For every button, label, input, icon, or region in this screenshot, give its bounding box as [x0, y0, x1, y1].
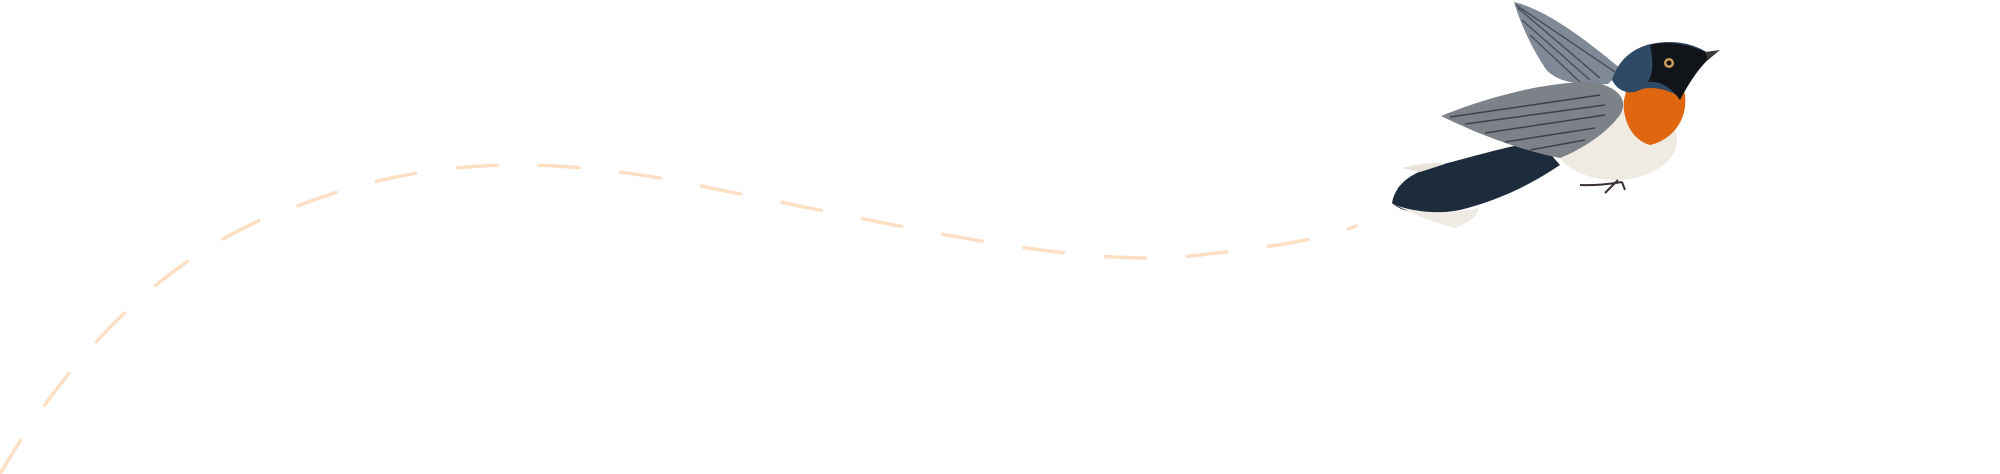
bird-lower-wing — [1441, 82, 1624, 158]
bird-tail — [1392, 142, 1560, 214]
dashed-flight-path — [0, 163, 1358, 474]
bird-beak — [1705, 50, 1720, 60]
bird-illustration — [1392, 2, 1720, 228]
bird-breast — [1623, 74, 1686, 145]
bird-foot — [1579, 179, 1626, 194]
